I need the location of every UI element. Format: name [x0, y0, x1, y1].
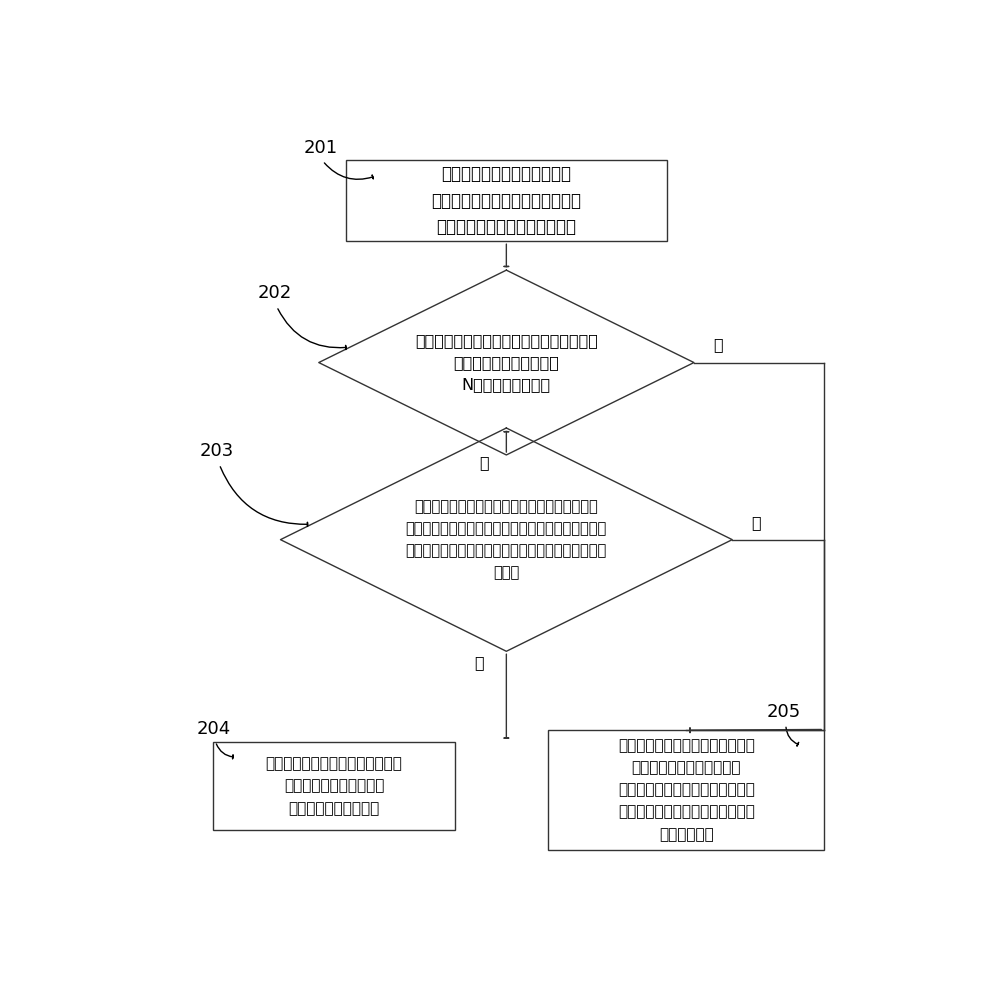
Bar: [346, 160, 667, 241]
Text: 202: 202: [258, 284, 291, 302]
Text: 否: 否: [479, 455, 489, 470]
Polygon shape: [319, 270, 694, 455]
Polygon shape: [281, 428, 732, 651]
Text: 否: 否: [751, 515, 761, 530]
Bar: [548, 730, 824, 850]
Text: 是: 是: [713, 338, 722, 353]
Text: 是: 是: [474, 656, 484, 671]
Bar: [213, 742, 454, 830]
Text: 204: 204: [197, 720, 230, 738]
Text: 在多处理器核系统运行期间，
获取第一控制参数、第二控制参数
、第三控制参数和第四控制参数: 在多处理器核系统运行期间， 获取第一控制参数、第二控制参数 、第三控制参数和第四…: [432, 165, 581, 236]
Text: 201: 201: [303, 139, 338, 157]
Text: 根据所述第三控制参数，将所述当
前数据包分发至处理器核
占用率最低的处理器核: 根据所述第三控制参数，将所述当 前数据包分发至处理器核 占用率最低的处理器核: [266, 756, 402, 816]
Text: 将所述当前数据包发送给资源占用
率低于第一阈值的处理器核
，并将所述当前数据包所属数据流
与所述资源占用率低于第一阈值的
处理器核绑定: 将所述当前数据包发送给资源占用 率低于第一阈值的处理器核 ，并将所述当前数据包所…: [618, 738, 755, 842]
Text: 根据所述第二控制参数，判断所述当前数据包所
属数据流在所述多处理器核系统的内部传输所用时间
是否超过在所述多处理器核系统的被处理器核处理所
用时间: 根据所述第二控制参数，判断所述当前数据包所 属数据流在所述多处理器核系统的内部传…: [406, 499, 607, 580]
Text: 根据所述第一控制参数，检测所述当前数据
包所属数据流是否为所述
N个数据流中的一个: 根据所述第一控制参数，检测所述当前数据 包所属数据流是否为所述 N个数据流中的一…: [415, 333, 598, 392]
Text: 203: 203: [200, 442, 234, 460]
Text: 205: 205: [767, 703, 801, 721]
